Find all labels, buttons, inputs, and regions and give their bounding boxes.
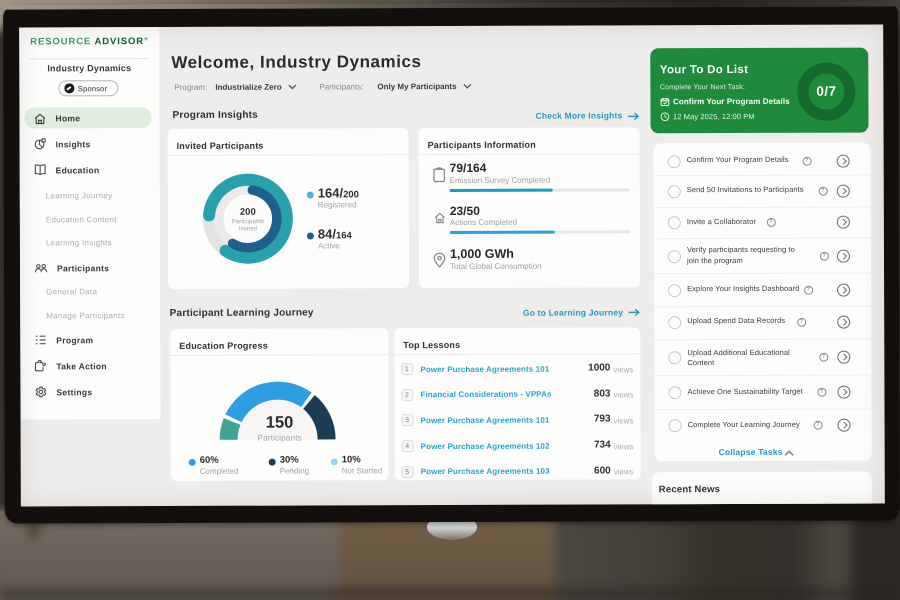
svg-text:200: 200 (240, 207, 256, 218)
svg-text:Invited: Invited (239, 225, 258, 232)
svg-text:Participants: Participants (232, 218, 264, 225)
